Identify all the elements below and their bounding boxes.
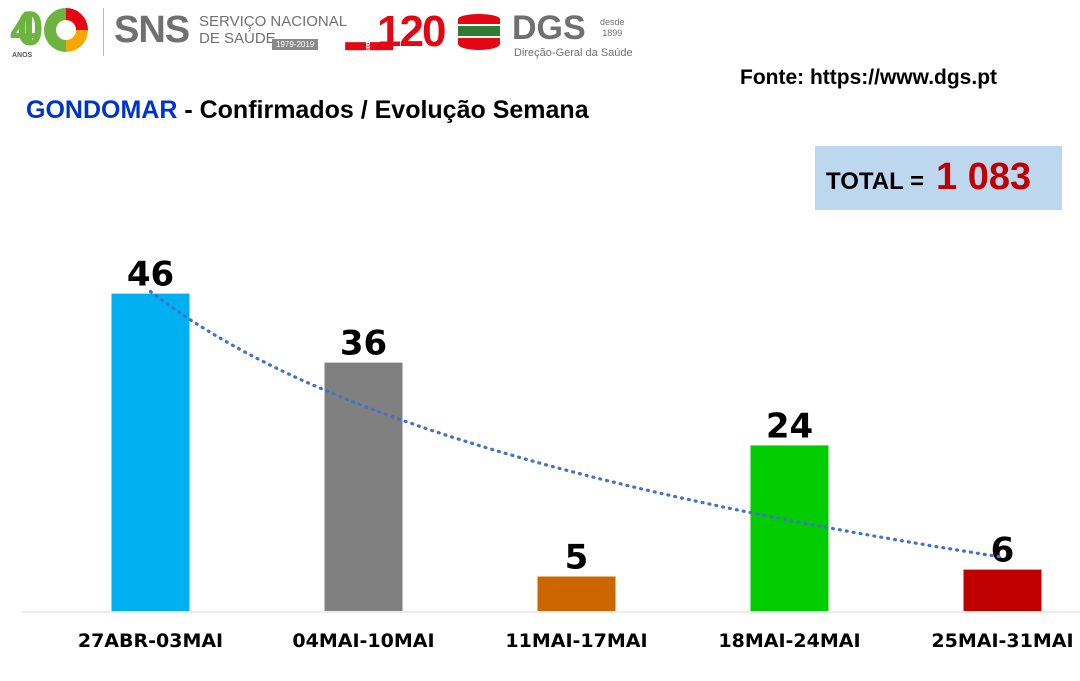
bar-11MAI-17MAI [537, 576, 616, 611]
source-label: Fonte: https://www.dgs.pt [740, 66, 998, 89]
sns-40-anos-logo: 40 ANOS [6, 4, 96, 60]
bar-value-label: 46 [127, 255, 174, 295]
sns-line-1: SERVIÇO NACIONAL [199, 13, 348, 30]
trendline [148, 289, 1005, 559]
dgs-year: 1899 [602, 28, 623, 38]
dgs-full-name: Direção-Geral da Saúde [514, 47, 633, 59]
title-place: GONDOMAR [26, 96, 178, 124]
bar-value-label: 5 [565, 538, 589, 578]
total-label: TOTAL = [826, 168, 925, 195]
bar-value-label: 6 [991, 531, 1015, 571]
logo-divider [103, 8, 104, 56]
sns-years-badge: 1979-2019 [272, 39, 319, 50]
bar-value-label: 36 [340, 324, 387, 364]
sns-logo-text: SNS [114, 9, 190, 51]
dgs-120-anos: anos [345, 41, 394, 51]
bar-04MAI-10MAI [324, 362, 403, 611]
dgs-logo-text: DGS [512, 9, 586, 47]
logo-40-digit: 40 [10, 3, 44, 56]
logo-40-anos: ANOS [12, 52, 33, 59]
bar-chart: 46 27ABR-03MAI 36 04MAI-10MAI 5 11MAI-17MAI 24… [22, 255, 1080, 652]
total-value: 1 083 [936, 156, 1032, 198]
chart-title: GONDOMAR - Confirmados / Evolução Semana [26, 96, 589, 125]
total-box: TOTAL = 1 083 [815, 146, 1062, 210]
bar-27ABR-03MAI [111, 293, 190, 611]
sns-line-2: DE SAÚDE [199, 30, 276, 47]
category-label: 18MAI-24MAI [718, 630, 860, 652]
sns-full-name: SERVIÇO NACIONAL DE SAÚDE [199, 13, 347, 47]
bar-18MAI-24MAI [750, 445, 829, 611]
dgs-desde: desde [600, 17, 625, 27]
logo-40-ring-icon [44, 8, 88, 52]
dgs-emblem-icon [458, 14, 500, 52]
category-label: 25MAI-31MAI [931, 630, 1073, 652]
title-rest: - Confirmados / Evolução Semana [177, 96, 589, 124]
category-label: 11MAI-17MAI [505, 630, 647, 652]
dgs-since: desde 1899 [600, 17, 625, 39]
bar-value-label: 24 [766, 406, 813, 446]
logo-bar: 40 ANOS SNS SERVIÇO NACIONAL DE SAÚDE 19… [0, 0, 640, 70]
dgs-120-anos-logo: 120 anos [345, 8, 446, 56]
category-label: 04MAI-10MAI [292, 630, 434, 652]
category-label: 27ABR-03MAI [78, 630, 223, 652]
bar-25MAI-31MAI [963, 569, 1042, 611]
